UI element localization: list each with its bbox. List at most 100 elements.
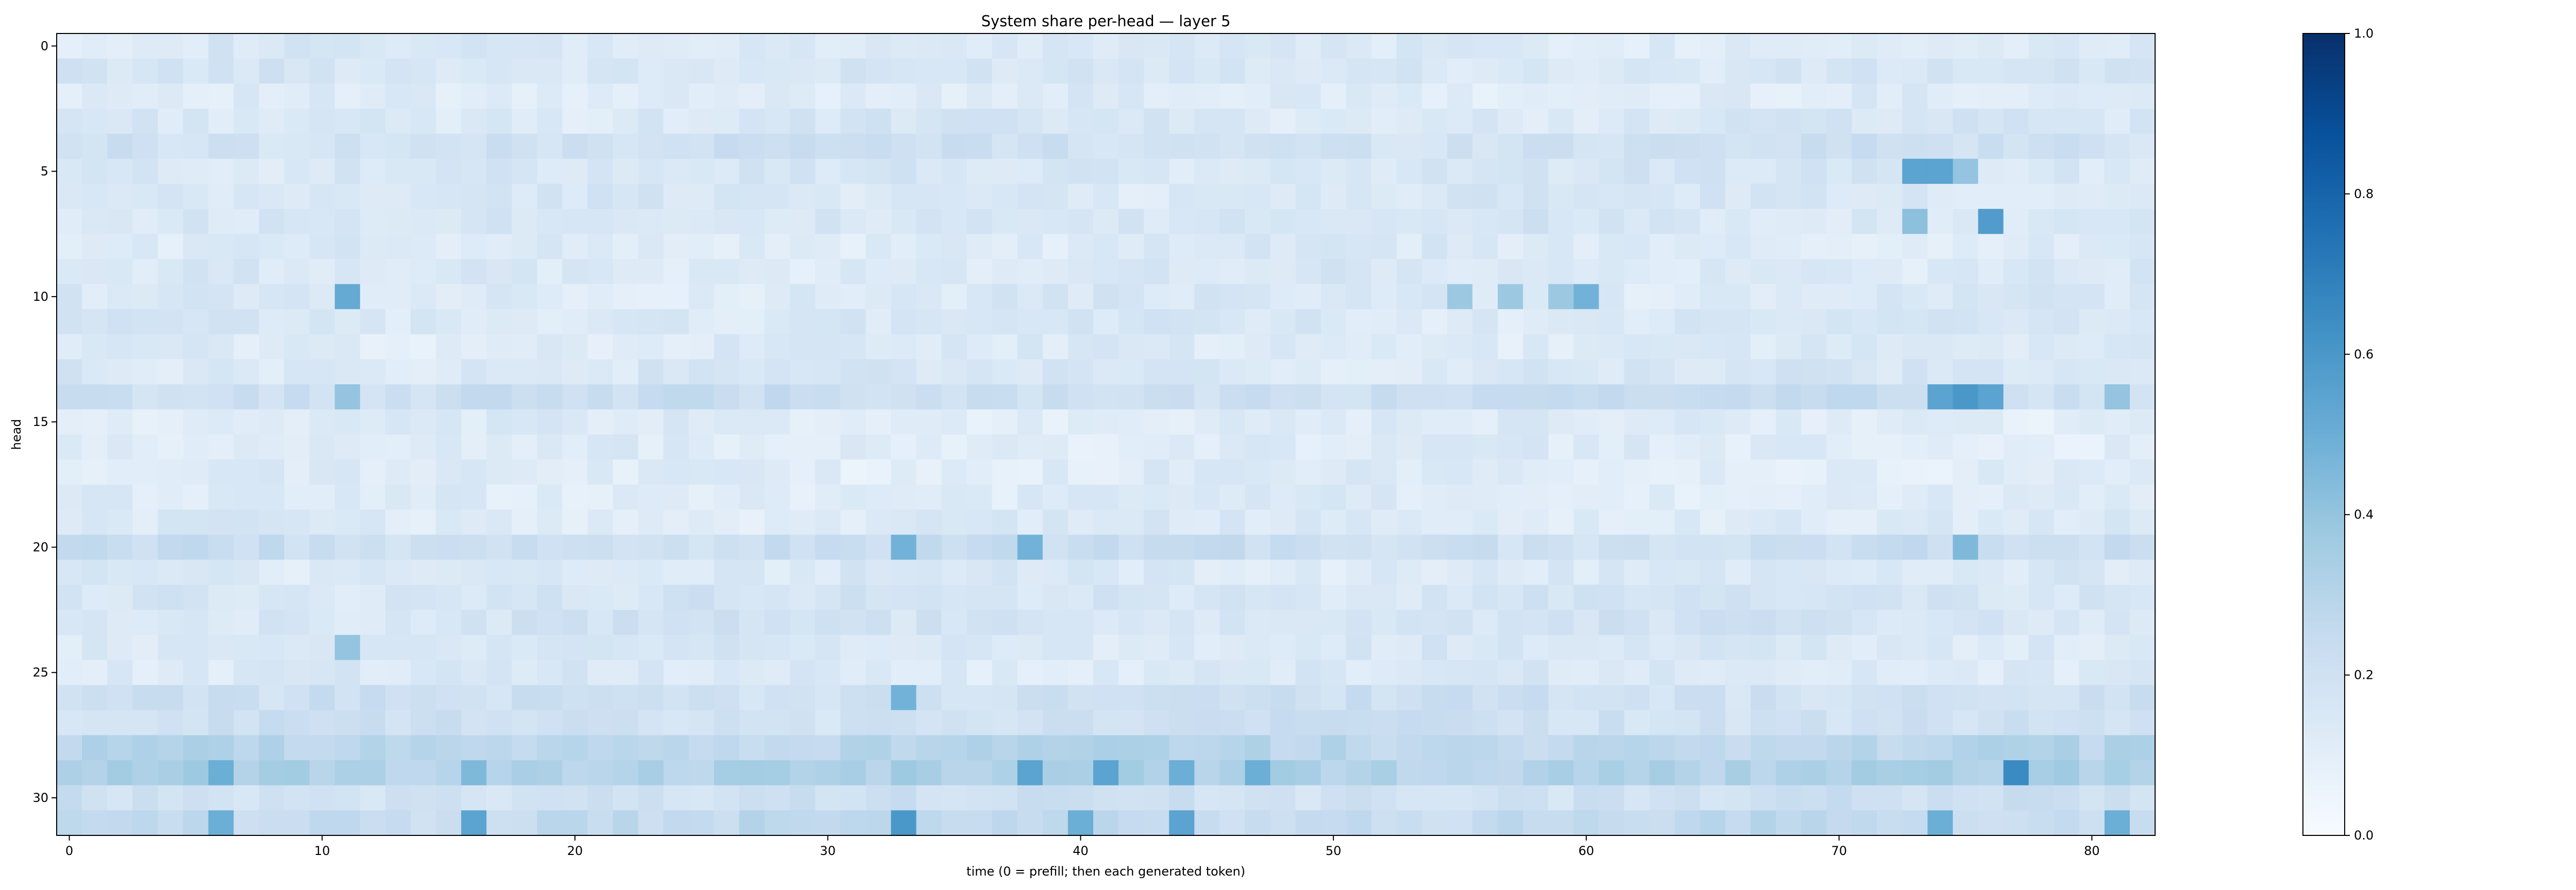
heatmap-cell	[2054, 359, 2080, 385]
heatmap-cell	[1624, 735, 1650, 761]
heatmap-cell	[562, 434, 588, 460]
heatmap-cell	[562, 509, 588, 535]
heatmap-cell	[1877, 810, 1903, 836]
heatmap-cell	[2129, 484, 2156, 510]
heatmap-cell	[1953, 409, 1979, 435]
heatmap-cell	[1978, 284, 2004, 310]
heatmap-cell	[1118, 133, 1144, 159]
heatmap-cell	[1270, 610, 1296, 636]
heatmap-cell	[1801, 108, 1827, 134]
heatmap-cell	[1042, 334, 1069, 360]
heatmap-cell	[587, 234, 614, 260]
heatmap-cell	[1093, 635, 1119, 661]
heatmap-cell	[385, 559, 411, 586]
heatmap-cell	[132, 209, 158, 234]
heatmap-cell	[1498, 685, 1523, 711]
heatmap-cell	[233, 209, 260, 234]
heatmap-cell	[2104, 209, 2130, 234]
heatmap-cell	[1953, 183, 1979, 210]
heatmap-cell	[1826, 259, 1852, 285]
heatmap-cell	[1042, 535, 1069, 560]
heatmap-cell	[1118, 735, 1144, 761]
heatmap-cell	[587, 359, 614, 385]
heatmap-cell	[1523, 660, 1549, 686]
heatmap-cell	[638, 58, 664, 84]
heatmap-cell	[1674, 535, 1701, 560]
heatmap-cell	[688, 535, 715, 560]
heatmap-cell	[1017, 183, 1043, 210]
heatmap-cell	[1017, 710, 1043, 735]
heatmap-cell	[537, 83, 563, 109]
heatmap-cell	[1599, 685, 1625, 711]
heatmap-cell	[2028, 434, 2055, 460]
heatmap-cell	[1320, 83, 1347, 109]
heatmap-cell	[790, 334, 816, 360]
heatmap-cell	[208, 359, 234, 385]
heatmap-cell	[815, 509, 841, 535]
heatmap-cell	[714, 359, 740, 385]
heatmap-cell	[1978, 810, 2004, 836]
heatmap-cell	[663, 559, 689, 586]
heatmap-cell	[891, 535, 917, 560]
heatmap-cell	[158, 509, 183, 535]
heatmap-cell	[1750, 359, 1776, 385]
heatmap-cell	[1826, 710, 1852, 735]
heatmap-cell	[1978, 660, 2004, 686]
heatmap-cell	[1270, 33, 1296, 59]
heatmap-cell	[1573, 585, 1600, 610]
heatmap-cell	[284, 735, 310, 761]
heatmap-cell	[1978, 685, 2004, 711]
heatmap-cell	[815, 710, 841, 735]
heatmap-cell	[1877, 484, 1903, 510]
heatmap-cell	[1826, 83, 1852, 109]
heatmap-cell	[461, 710, 487, 735]
heatmap-cell	[1649, 259, 1675, 285]
heatmap-cell	[1750, 209, 1776, 234]
heatmap-cell	[688, 159, 715, 184]
heatmap-cell	[1775, 434, 1802, 460]
heatmap-cell	[1599, 159, 1625, 184]
heatmap-cell	[941, 585, 968, 610]
heatmap-cell	[132, 459, 158, 485]
heatmap-cell	[1245, 785, 1271, 811]
heatmap-cell	[1017, 509, 1043, 535]
heatmap-cell	[891, 484, 917, 510]
heatmap-cell	[916, 810, 942, 836]
heatmap-cell	[1700, 183, 1726, 210]
heatmap-cell	[1396, 359, 1422, 385]
heatmap-cell	[2003, 359, 2029, 385]
heatmap-cell	[765, 83, 790, 109]
heatmap-cell	[2054, 635, 2080, 661]
heatmap-cell	[1801, 434, 1827, 460]
heatmap-cell	[1649, 183, 1675, 210]
heatmap-cell	[992, 685, 1018, 711]
heatmap-cell	[57, 509, 82, 535]
heatmap-cell	[967, 259, 993, 285]
heatmap-cell	[1346, 359, 1372, 385]
heatmap-cell	[1599, 309, 1625, 335]
heatmap-cell	[107, 660, 133, 686]
heatmap-cell	[1042, 309, 1069, 335]
heatmap-cell	[284, 133, 310, 159]
heatmap-cell	[1346, 434, 1372, 460]
heatmap-cell	[2129, 108, 2156, 134]
heatmap-cell	[1624, 785, 1650, 811]
heatmap-cell	[1219, 309, 1245, 335]
heatmap-cell	[158, 409, 183, 435]
heatmap-cell	[1067, 309, 1094, 335]
heatmap-cell	[562, 660, 588, 686]
heatmap-cell	[1700, 735, 1726, 761]
heatmap-cell	[1017, 760, 1043, 786]
heatmap-cell	[1725, 83, 1751, 109]
heatmap-cell	[1144, 459, 1170, 485]
heatmap-cell	[1346, 610, 1372, 636]
heatmap-cell	[360, 434, 386, 460]
heatmap-cell	[1852, 159, 1877, 184]
heatmap-cell	[1472, 209, 1498, 234]
heatmap-cell	[663, 660, 689, 686]
heatmap-cell	[1826, 58, 1852, 84]
heatmap-cell	[765, 735, 790, 761]
heatmap-cell	[1320, 108, 1347, 134]
heatmap-cell	[1750, 309, 1776, 335]
heatmap-cell	[1295, 610, 1321, 636]
